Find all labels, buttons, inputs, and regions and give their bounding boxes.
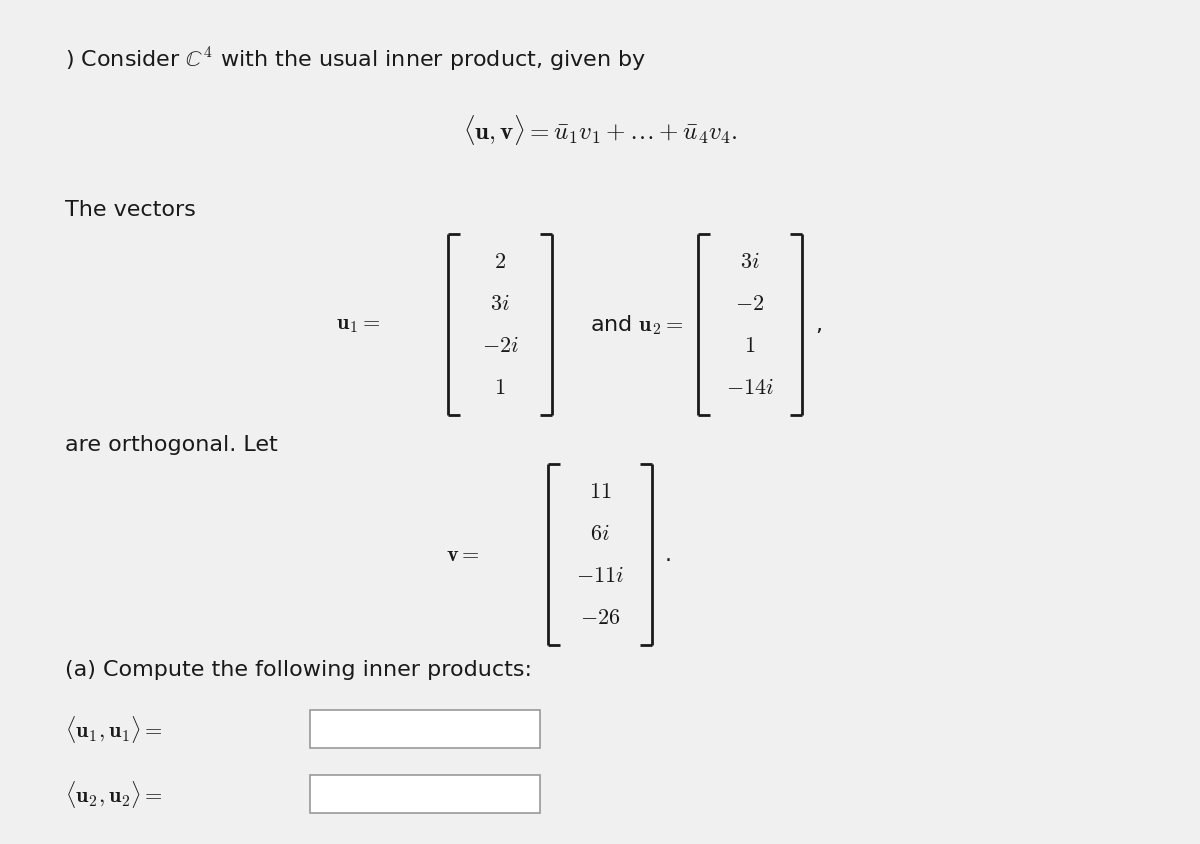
Text: $6i$: $6i$ [590, 523, 610, 544]
Text: $\mathbf{u}_1 =$: $\mathbf{u}_1 =$ [336, 315, 380, 334]
Text: $-26$: $-26$ [580, 608, 620, 627]
Text: $1$: $1$ [744, 336, 756, 355]
Text: $-2$: $-2$ [736, 294, 764, 314]
Text: $3i$: $3i$ [740, 252, 760, 272]
Text: $1$: $1$ [494, 377, 505, 398]
Text: ,: , [815, 315, 822, 334]
Text: The vectors: The vectors [65, 200, 196, 219]
Text: $11$: $11$ [589, 481, 611, 501]
Text: $\langle \mathbf{u}_1, \mathbf{u}_1 \rangle =$: $\langle \mathbf{u}_1, \mathbf{u}_1 \ran… [65, 714, 163, 744]
Text: $\mathbf{v} =$: $\mathbf{v} =$ [446, 544, 480, 565]
Text: $-14i$: $-14i$ [726, 377, 774, 398]
Text: (a) Compute the following inner products:: (a) Compute the following inner products… [65, 659, 532, 679]
Text: ) Consider $\mathbb{C}^4$ with the usual inner product, given by: ) Consider $\mathbb{C}^4$ with the usual… [65, 46, 647, 74]
FancyBboxPatch shape [310, 710, 540, 748]
Text: $\langle \mathbf{u}, \mathbf{v} \rangle = \bar{u}_1 v_1 + \ldots + \bar{u}_4 v_4: $\langle \mathbf{u}, \mathbf{v} \rangle … [462, 113, 738, 147]
Text: $2$: $2$ [494, 252, 506, 272]
Text: .: . [665, 544, 672, 565]
Text: $-11i$: $-11i$ [576, 565, 624, 585]
Text: and $\mathbf{u}_2 =$: and $\mathbf{u}_2 =$ [590, 313, 683, 337]
Text: $3i$: $3i$ [490, 294, 510, 314]
Text: $\langle \mathbf{u}_2, \mathbf{u}_2 \rangle =$: $\langle \mathbf{u}_2, \mathbf{u}_2 \ran… [65, 778, 163, 809]
Text: are orthogonal. Let: are orthogonal. Let [65, 435, 277, 454]
Text: $-2i$: $-2i$ [481, 336, 518, 355]
FancyBboxPatch shape [310, 775, 540, 813]
